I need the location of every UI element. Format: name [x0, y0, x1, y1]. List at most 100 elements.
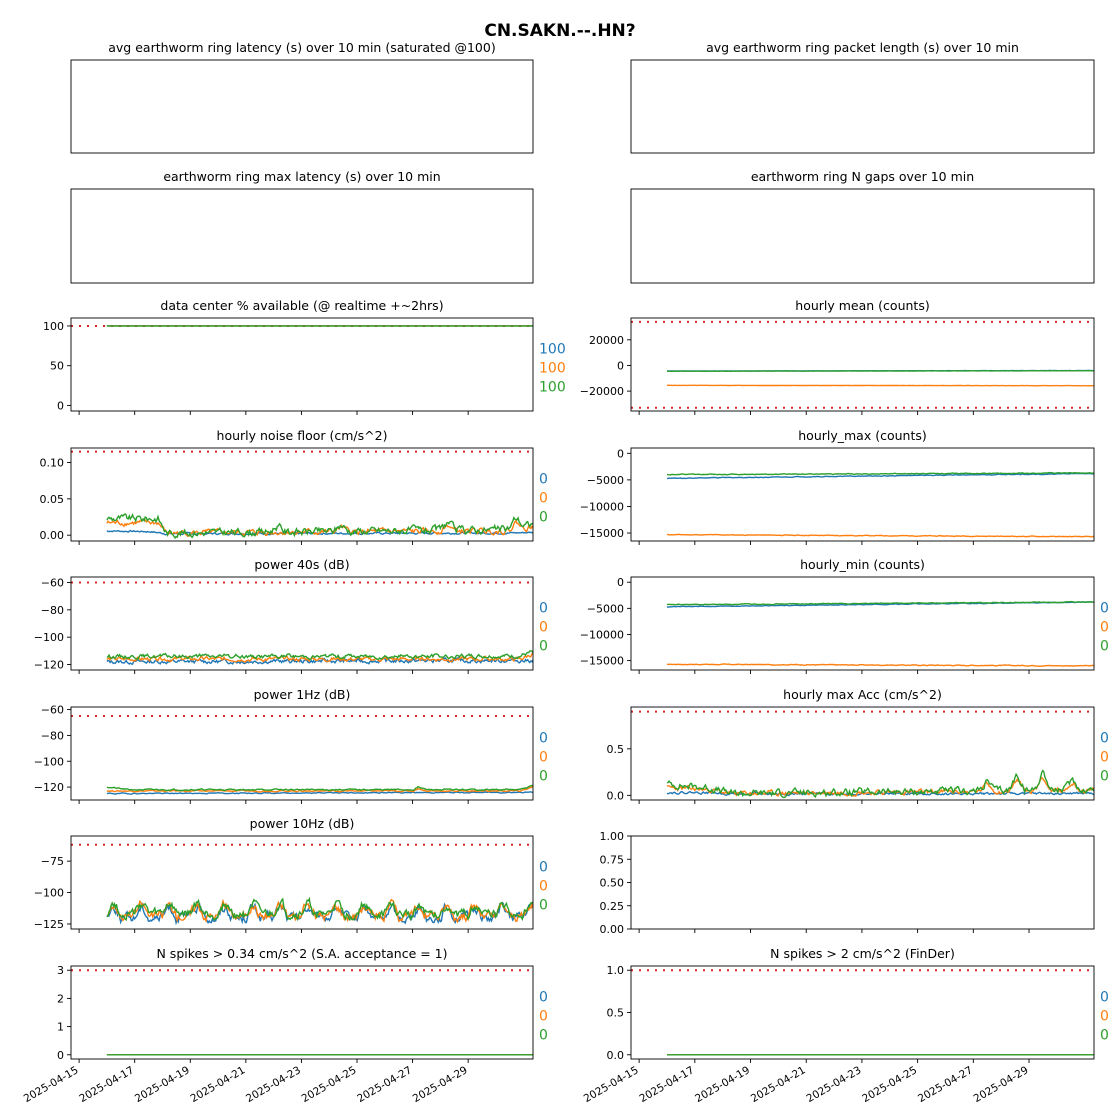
panel-title: hourly_max (counts): [798, 428, 927, 443]
x-date-label: 2025-04-19: [133, 1064, 192, 1105]
panel-title: hourly_min (counts): [800, 557, 925, 572]
x-date-label: 2025-04-25: [300, 1064, 359, 1105]
y-tick-label: 0.75: [600, 853, 625, 866]
panel-title: power 40s (dB): [254, 557, 349, 572]
y-tick-label: 0.5: [607, 1007, 625, 1020]
y-tick-label: 0: [57, 399, 64, 412]
panel-title: hourly mean (counts): [795, 298, 929, 313]
y-tick-label: 100: [43, 320, 64, 333]
panel-maxlat: earthworm ring max latency (s) over 10 m…: [70, 169, 534, 284]
panel-spk2: N spikes > 2 cm/s^2 (FinDer) 1.0 0.5 0.0 0 0 0…: [582, 946, 1109, 1105]
series-line: [106, 898, 534, 924]
plot-frame: [630, 188, 1095, 284]
x-date-label: 2025-04-29: [411, 1064, 470, 1105]
x-date-label: 2025-04-27: [355, 1064, 414, 1105]
plot-frame: [70, 835, 534, 930]
series-value-label: 0: [539, 491, 548, 507]
y-tick-label: −75: [41, 855, 64, 868]
series-value-label: 0: [539, 731, 548, 747]
series-line: [106, 650, 534, 661]
panel-title: N spikes > 0.34 cm/s^2 (S.A. acceptance …: [156, 946, 447, 961]
panel-title: power 10Hz (dB): [250, 816, 355, 831]
panel-title: avg earthworm ring latency (s) over 10 m…: [108, 40, 495, 55]
plot-frame: [630, 59, 1095, 154]
y-tick-label: 0: [617, 447, 624, 460]
series-value-label: 0: [539, 860, 548, 876]
panel-title: hourly max Acc (cm/s^2): [783, 687, 942, 702]
plot-frame: [630, 835, 1095, 930]
y-tick-label: 0.05: [40, 493, 65, 506]
panel-title: avg earthworm ring packet length (s) ove…: [706, 40, 1019, 55]
y-tick-label: −100: [34, 755, 64, 768]
x-date-label: 2025-04-17: [637, 1064, 696, 1105]
y-tick-label: −100: [34, 631, 64, 644]
series-value-label: 100: [539, 361, 566, 377]
panel-p1: power 1Hz (dB) −60 −80 −100 −120 0 0 0: [34, 687, 548, 804]
series-line: [666, 472, 1094, 480]
y-tick-label: 0.25: [600, 900, 625, 913]
series-line: [106, 896, 534, 922]
plot-frame: [630, 317, 1095, 412]
x-date-label: 2025-04-15: [22, 1064, 81, 1105]
y-tick-label: 0: [617, 359, 624, 372]
panel-latency: avg earthworm ring latency (s) over 10 m…: [70, 40, 534, 154]
plot-frame: [70, 317, 534, 412]
plot-frame: [70, 576, 534, 671]
series-line: [666, 769, 1095, 799]
y-tick-label: −80: [41, 729, 64, 742]
series-value-label: 0: [1100, 1028, 1109, 1044]
plot-frame: [70, 59, 534, 154]
panel-avail: data center % available (@ realtime +~2h…: [43, 298, 566, 415]
y-tick-label: −120: [34, 781, 64, 794]
y-tick-label: 1.0: [607, 964, 625, 977]
panel-blank: 1.00 0.75 0.50 0.25 0.00: [600, 830, 1095, 936]
y-tick-label: 1.00: [600, 830, 625, 843]
x-date-label: 2025-04-15: [582, 1064, 641, 1105]
panel-title: hourly noise floor (cm/s^2): [217, 428, 388, 443]
plot-frame: [70, 188, 534, 284]
y-tick-label: −125: [34, 918, 64, 931]
y-tick-label: −80: [41, 604, 64, 617]
plot-frame: [630, 576, 1095, 671]
y-tick-label: 20000: [589, 334, 624, 347]
y-tick-label: 0: [57, 1049, 64, 1062]
series-value-label: 0: [539, 769, 548, 785]
panel-title: earthworm ring max latency (s) over 10 m…: [163, 169, 440, 184]
series-value-label: 0: [539, 898, 548, 914]
x-date-label: 2025-04-21: [188, 1064, 247, 1105]
plot-frame: [630, 447, 1095, 542]
series-line: [106, 512, 534, 540]
y-tick-label: 0.00: [40, 529, 65, 542]
series-line: [106, 784, 534, 792]
series-line: [666, 533, 1094, 538]
series-value-label: 0: [539, 990, 548, 1006]
series-value-label: 0: [539, 750, 548, 766]
series-line: [666, 471, 1095, 476]
series-value-label: 0: [539, 510, 548, 526]
series-value-label: 0: [1100, 750, 1109, 766]
series-value-label: 0: [1100, 620, 1109, 636]
x-date-label: 2025-04-29: [972, 1064, 1031, 1105]
figure-title: CN.SAKN.--.HN?: [484, 21, 635, 41]
series-value-label: 0: [1100, 731, 1109, 747]
x-date-label: 2025-04-19: [693, 1064, 752, 1105]
y-tick-label: 1: [57, 1021, 64, 1034]
panel-p10: power 10Hz (dB) −75 −100 −125 0 0 0: [34, 816, 548, 933]
y-tick-label: 0: [617, 576, 624, 589]
y-tick-label: 50: [50, 360, 64, 373]
panel-packet: avg earthworm ring packet length (s) ove…: [630, 40, 1095, 154]
panel-spk1: N spikes > 0.34 cm/s^2 (S.A. acceptance …: [22, 946, 548, 1105]
y-tick-label: 0.5: [607, 743, 625, 756]
x-date-label: 2025-04-23: [805, 1064, 864, 1105]
series-value-label: 100: [539, 342, 566, 358]
series-value-label: 0: [539, 639, 548, 655]
y-tick-label: −100: [34, 887, 64, 900]
series-line: [666, 663, 1095, 667]
series-value-label: 0: [539, 1028, 548, 1044]
series-line: [667, 369, 1095, 373]
series-value-label: 0: [1100, 990, 1109, 1006]
series-line: [666, 600, 1095, 606]
plot-frame: [70, 447, 534, 542]
y-tick-label: 0.50: [600, 877, 625, 890]
